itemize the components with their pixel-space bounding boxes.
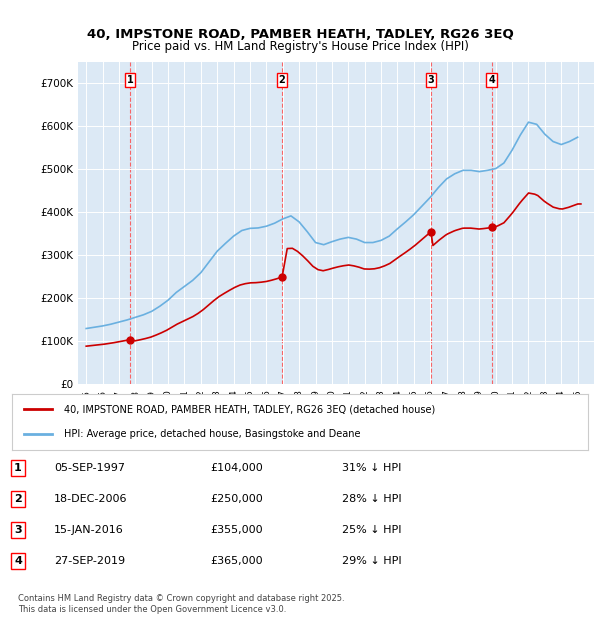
Text: 40, IMPSTONE ROAD, PAMBER HEATH, TADLEY, RG26 3EQ (detached house): 40, IMPSTONE ROAD, PAMBER HEATH, TADLEY,… xyxy=(64,404,435,414)
Text: 1: 1 xyxy=(127,75,133,85)
Text: 40, IMPSTONE ROAD, PAMBER HEATH, TADLEY, RG26 3EQ: 40, IMPSTONE ROAD, PAMBER HEATH, TADLEY,… xyxy=(86,28,514,41)
Text: 4: 4 xyxy=(14,556,22,566)
Text: 18-DEC-2006: 18-DEC-2006 xyxy=(54,494,128,504)
Text: £250,000: £250,000 xyxy=(210,494,263,504)
Text: 31% ↓ HPI: 31% ↓ HPI xyxy=(342,463,401,473)
Text: £104,000: £104,000 xyxy=(210,463,263,473)
Text: 25% ↓ HPI: 25% ↓ HPI xyxy=(342,525,401,535)
Text: 4: 4 xyxy=(488,75,495,85)
Text: 15-JAN-2016: 15-JAN-2016 xyxy=(54,525,124,535)
Text: 2: 2 xyxy=(279,75,286,85)
Text: 29% ↓ HPI: 29% ↓ HPI xyxy=(342,556,401,566)
Text: 2: 2 xyxy=(14,494,22,504)
Text: 27-SEP-2019: 27-SEP-2019 xyxy=(54,556,125,566)
Text: 05-SEP-1997: 05-SEP-1997 xyxy=(54,463,125,473)
Text: 3: 3 xyxy=(427,75,434,85)
Text: 1: 1 xyxy=(14,463,22,473)
Text: Contains HM Land Registry data © Crown copyright and database right 2025.
This d: Contains HM Land Registry data © Crown c… xyxy=(18,595,344,614)
Text: £355,000: £355,000 xyxy=(210,525,263,535)
Text: 3: 3 xyxy=(14,525,22,535)
Text: £365,000: £365,000 xyxy=(210,556,263,566)
Text: 28% ↓ HPI: 28% ↓ HPI xyxy=(342,494,401,504)
Text: HPI: Average price, detached house, Basingstoke and Deane: HPI: Average price, detached house, Basi… xyxy=(64,429,361,439)
Text: Price paid vs. HM Land Registry's House Price Index (HPI): Price paid vs. HM Land Registry's House … xyxy=(131,40,469,53)
